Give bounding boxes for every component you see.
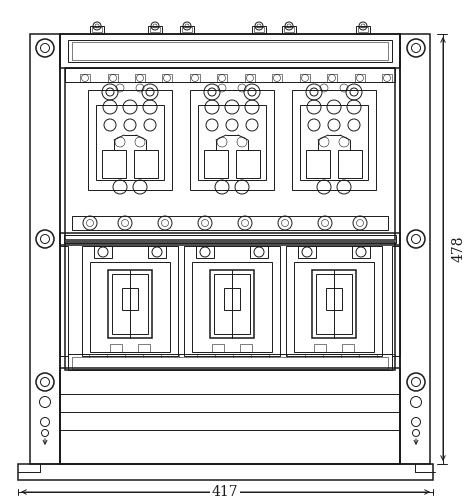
Bar (292, 90, 376, 190)
Bar (108, 270, 152, 338)
Bar (92, 27, 102, 32)
Bar (314, 344, 326, 352)
Bar (182, 27, 192, 32)
Bar (284, 27, 294, 32)
Bar (72, 216, 388, 230)
Bar (60, 34, 400, 68)
Bar (352, 246, 370, 258)
Bar (250, 246, 268, 258)
Bar (254, 27, 264, 32)
Bar (382, 74, 392, 82)
Bar (338, 150, 362, 178)
Bar (356, 26, 370, 34)
Bar (150, 27, 160, 32)
Bar (400, 34, 430, 464)
Bar (72, 42, 388, 60)
Text: 478: 478 (452, 236, 465, 262)
Bar (112, 274, 148, 334)
Bar (204, 150, 228, 178)
Bar (326, 288, 342, 310)
Bar (306, 150, 330, 178)
Bar (300, 105, 368, 180)
Bar (60, 34, 400, 464)
Bar (108, 74, 118, 82)
Bar (190, 90, 274, 190)
Bar (252, 26, 266, 34)
Bar (162, 74, 172, 82)
Bar (30, 34, 60, 464)
Bar (60, 233, 400, 245)
Bar (282, 26, 296, 34)
Bar (236, 150, 260, 178)
Bar (184, 246, 280, 356)
Bar (294, 262, 374, 352)
Bar (198, 105, 266, 180)
Bar (355, 74, 365, 82)
Bar (392, 246, 400, 356)
Bar (224, 288, 240, 310)
Bar (214, 274, 250, 334)
Bar (110, 344, 122, 352)
Bar (88, 90, 172, 190)
Bar (65, 68, 395, 240)
Bar (316, 274, 352, 334)
Bar (180, 26, 194, 34)
Bar (96, 105, 164, 180)
Bar (245, 74, 255, 82)
Bar (217, 74, 227, 82)
Bar (212, 344, 224, 352)
Bar (240, 344, 252, 352)
Bar (65, 242, 395, 370)
Bar (138, 344, 150, 352)
Bar (60, 246, 68, 356)
Bar (342, 344, 354, 352)
Bar (312, 270, 356, 338)
Bar (210, 270, 254, 338)
Bar (72, 357, 388, 369)
Bar (298, 246, 316, 258)
Bar (82, 246, 178, 356)
Bar (148, 26, 162, 34)
Bar (64, 235, 396, 243)
Bar (148, 246, 166, 258)
Bar (94, 246, 112, 258)
Bar (90, 26, 104, 34)
Bar (102, 150, 126, 178)
Bar (122, 288, 138, 310)
Bar (190, 74, 200, 82)
Bar (300, 74, 310, 82)
Bar (65, 68, 395, 82)
Bar (68, 40, 392, 62)
Bar (192, 262, 272, 352)
Bar (18, 464, 433, 480)
Bar (90, 262, 170, 352)
Bar (68, 354, 392, 370)
Bar (80, 74, 90, 82)
Bar (134, 150, 158, 178)
Bar (358, 27, 368, 32)
Bar (272, 74, 282, 82)
Text: 417: 417 (212, 485, 239, 499)
Bar (60, 368, 400, 464)
Bar (286, 246, 382, 356)
Bar (196, 246, 214, 258)
Bar (327, 74, 337, 82)
Bar (135, 74, 145, 82)
